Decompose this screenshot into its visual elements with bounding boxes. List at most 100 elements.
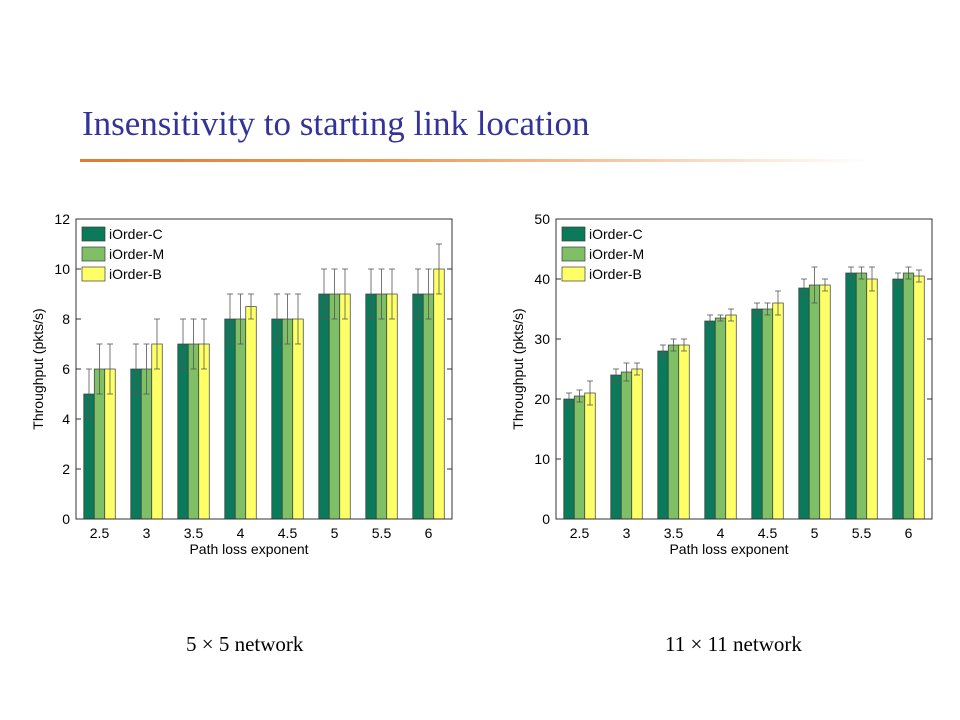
y-tick-label: 12 — [54, 211, 70, 227]
error-bar-iorder-b-5 — [822, 278, 828, 292]
bar-iorder-m-5 — [328, 293, 341, 520]
legend-label-iorder-c: iOrder-C — [109, 226, 163, 242]
bar-iorder-b-5.5 — [866, 278, 878, 520]
bar-iorder-m-4.5 — [281, 318, 294, 520]
bar-iorder-m-4 — [714, 317, 727, 520]
legend-swatch-iorder-m — [561, 246, 586, 262]
bar-iorder-m-3.5 — [667, 344, 680, 520]
error-bar-iorder-m-5.5 — [858, 266, 865, 280]
bar-iorder-c-3.5 — [177, 343, 189, 520]
error-bar-iorder-c-3 — [613, 368, 619, 382]
y-tick-label: 8 — [62, 311, 70, 327]
legend-swatch-iorder-b — [81, 266, 106, 282]
bar-iorder-b-4 — [725, 314, 737, 520]
throughput-chart-11x11: 0 10 20 30 40 50 2.5 3 3.5 4 4.5 5 5.5 6 Path loss exp… — [510, 211, 933, 557]
error-bar-iorder-b-3.5 — [201, 318, 207, 370]
legend-swatch-iorder-b — [561, 266, 586, 282]
legend-swatch-iorder-c — [561, 226, 586, 242]
error-bar-iorder-m-4.5 — [764, 302, 771, 316]
error-bar-iorder-c-5.5 — [848, 266, 854, 280]
legend-label-iorder-c: iOrder-C — [589, 226, 643, 242]
error-bar-iorder-c-4.5 — [754, 302, 760, 316]
legend-label-iorder-b: iOrder-B — [589, 266, 642, 282]
bar-iorder-m-4.5 — [761, 308, 774, 520]
x-tick-label: 2.5 — [90, 525, 110, 541]
error-bar-iorder-c-5 — [801, 278, 807, 298]
y-tick-label: 4 — [62, 411, 70, 427]
bar-iorder-b-4.5 — [772, 302, 784, 520]
error-bar-iorder-b-6 — [436, 243, 442, 295]
bar-iorder-b-5 — [339, 293, 351, 520]
y-tick-label: 0 — [62, 511, 70, 527]
error-bar-iorder-c-5.5 — [368, 268, 374, 320]
x-tick-label: 5.5 — [372, 525, 392, 541]
error-bar-iorder-m-5 — [331, 268, 338, 320]
plot-frame — [555, 218, 933, 520]
error-bar-iorder-c-4 — [707, 314, 713, 328]
error-bar-iorder-b-2.5 — [587, 380, 593, 406]
bar-iorder-c-6 — [892, 278, 904, 520]
error-bar-iorder-b-5.5 — [869, 266, 875, 292]
y-tick-label: 6 — [62, 361, 70, 377]
bar-iorder-b-4.5 — [292, 318, 304, 520]
bar-iorder-c-3.5 — [657, 350, 669, 520]
error-bar-iorder-m-2.5 — [576, 389, 583, 403]
slide-title: Insensitivity to starting link location — [82, 104, 590, 143]
bar-iorder-m-5.5 — [375, 293, 388, 520]
x-tick-label: 3.5 — [664, 525, 684, 541]
bar-iorder-b-2.5 — [584, 392, 596, 520]
bar-iorder-m-2.5 — [573, 395, 586, 520]
bar-iorder-c-5.5 — [365, 293, 377, 520]
x-tick-label: 5.5 — [852, 525, 872, 541]
bar-iorder-b-3.5 — [678, 344, 690, 520]
bar-iorder-b-3 — [631, 368, 643, 520]
legend: iOrder-C iOrder-M iOrder-B — [561, 226, 644, 282]
error-bar-iorder-b-6 — [916, 269, 922, 283]
bar-iorder-m-3 — [620, 371, 633, 520]
error-bar-iorder-m-2.5 — [96, 343, 103, 395]
error-bar-iorder-m-4 — [237, 293, 244, 345]
bar-iorder-c-5 — [798, 287, 810, 520]
error-bar-iorder-b-3 — [634, 362, 640, 376]
error-bar-iorder-m-6 — [905, 266, 912, 280]
error-bar-iorder-c-5 — [321, 268, 327, 320]
y-tick-label: 20 — [534, 391, 550, 407]
legend-label-iorder-m: iOrder-M — [589, 246, 644, 262]
legend-label-iorder-m: iOrder-M — [109, 246, 164, 262]
error-bar-iorder-m-5.5 — [378, 268, 385, 320]
error-bar-iorder-b-4 — [728, 308, 734, 322]
x-tick-label: 5 — [331, 525, 339, 541]
legend-swatch-iorder-m — [81, 246, 106, 262]
y-tick-label: 10 — [534, 451, 550, 467]
bar-iorder-b-3.5 — [198, 343, 210, 520]
bar-iorder-c-3 — [610, 374, 622, 520]
bar-iorder-c-5.5 — [845, 272, 857, 520]
error-bar-iorder-c-2.5 — [566, 392, 572, 406]
bar-iorder-c-5 — [318, 293, 330, 520]
error-bar-iorder-m-6 — [425, 268, 432, 320]
error-bar-iorder-m-3 — [143, 343, 150, 395]
y-tick-label: 50 — [534, 211, 550, 227]
error-bar-iorder-c-3.5 — [180, 318, 186, 370]
bar-iorder-m-6 — [902, 272, 915, 520]
error-bar-iorder-b-4.5 — [775, 290, 781, 316]
error-bar-iorder-m-3.5 — [670, 338, 677, 352]
x-tick-label: 3 — [143, 525, 151, 541]
x-axis-label: Path loss exponent — [669, 541, 788, 557]
y-tick-label: 30 — [534, 331, 550, 347]
error-bar-iorder-m-4.5 — [284, 293, 291, 345]
bar-iorder-c-4 — [224, 318, 236, 520]
throughput-chart-5x5: 0 2 4 6 8 10 12 2.5 3 3.5 4 4.5 5 5.5 6 Path loss expon… — [30, 211, 453, 557]
bar-iorder-c-4 — [704, 320, 716, 520]
y-tick-label: 0 — [542, 511, 550, 527]
bar-iorder-c-4.5 — [271, 318, 283, 520]
error-bar-iorder-b-5.5 — [389, 268, 395, 320]
error-bar-iorder-c-3.5 — [660, 344, 666, 358]
error-bar-iorder-c-4.5 — [274, 293, 280, 345]
x-tick-label: 4.5 — [278, 525, 298, 541]
bar-iorder-c-4.5 — [751, 308, 763, 520]
caption-11x11-network: 11 × 11 network — [665, 632, 802, 656]
x-tick-label: 3 — [623, 525, 631, 541]
error-bar-iorder-m-4 — [717, 314, 724, 322]
error-bar-iorder-c-6 — [895, 272, 901, 286]
